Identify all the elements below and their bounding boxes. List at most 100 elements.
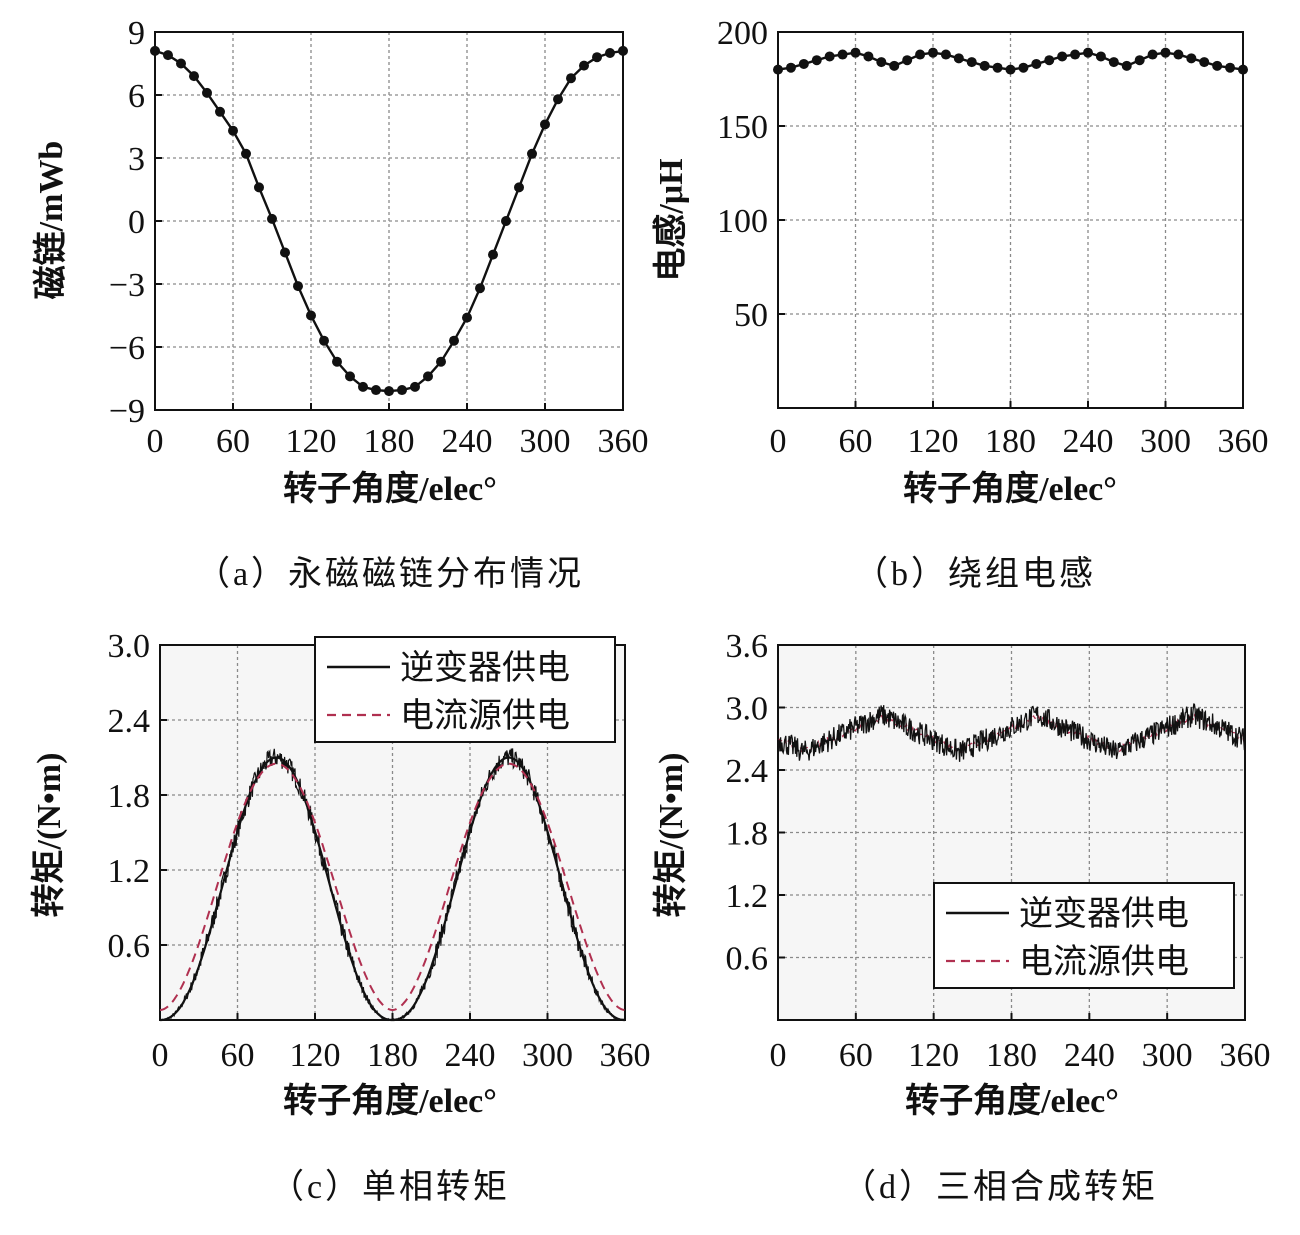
data-point [436,356,446,367]
y-tick-label: 100 [717,203,768,240]
data-point [254,182,264,193]
data-point [1121,60,1132,71]
data-point [1044,55,1055,66]
x-tick-label: 60 [839,423,873,460]
data-point [1147,49,1158,60]
data-point [785,62,796,73]
data-point [384,386,394,397]
x-tick-label: 360 [1218,423,1269,460]
data-point [540,119,550,130]
data-point [488,249,498,260]
data-point [1160,47,1171,58]
x-tick-label: 300 [1142,1037,1193,1074]
y-tick-label: 2.4 [726,753,769,790]
data-point [202,87,212,98]
x-tick-label: 300 [522,1037,573,1074]
data-point [1005,64,1016,75]
data-point [241,148,251,159]
y-tick-label: 3.6 [726,628,769,665]
data-point [150,45,160,56]
data-point [618,45,628,56]
x-tick-label: 300 [1140,423,1191,460]
data-point [876,57,887,68]
x-tick-label: 300 [520,423,571,460]
x-axis-label: 转子角度/elec° [905,1082,1119,1120]
x-tick-label: 360 [1220,1037,1271,1074]
y-tick-label: 3 [128,141,145,178]
data-point [280,247,290,258]
x-tick-label: 180 [367,1037,418,1074]
data-point [293,281,303,292]
data-point [811,55,822,66]
x-tick-label: 120 [290,1037,341,1074]
panel-caption: （a）永磁磁链分布情况 [196,555,584,593]
data-point [410,381,420,392]
data-point [423,371,433,382]
data-point [850,47,861,58]
y-tick-label: 3.0 [108,628,151,665]
data-point [1083,47,1093,58]
data-point [579,60,589,71]
y-tick-label: −9 [109,393,145,430]
y-tick-label: 1.2 [108,853,151,890]
y-axis-label: 转矩/(N•m) [652,753,690,918]
y-tick-label: 1.2 [726,878,769,915]
x-tick-label: 60 [216,423,250,460]
data-point [475,283,485,294]
data-point [1199,57,1210,68]
y-tick-label: 200 [717,15,768,52]
data-point [1212,60,1223,71]
data-point [553,94,563,105]
panel-c-single-phase-torque: 0 60 120 180 240 300 360 3.0 2.4 1.8 1.2 0.6 转子角度/el… [30,628,651,1206]
y-tick-label: 2.4 [108,703,151,740]
x-tick-label: 240 [445,1037,496,1074]
y-axis-label: 电感/μH [652,158,690,281]
data-point [592,52,602,63]
data-point [928,47,938,58]
legend-label-inverter: 逆变器供电 [400,649,570,687]
y-tick-label: −6 [109,330,145,367]
data-point [345,371,355,382]
x-tick-label: 60 [221,1037,255,1074]
data-point [773,64,783,75]
data-point [863,51,874,62]
x-tick-label: 0 [147,423,164,460]
data-point [902,55,913,66]
panel-caption: （c）单相转矩 [270,1168,510,1206]
data-point [1186,53,1197,64]
data-point [966,57,977,68]
data-point [332,356,342,367]
y-axis-label: 转矩/(N•m) [30,753,68,918]
data-point [501,216,511,226]
legend-label-current-source: 电流源供电 [400,697,570,735]
x-tick-label: 360 [600,1037,651,1074]
data-point [940,49,951,60]
data-point [306,310,316,321]
legend-box [933,882,1235,989]
x-tick-label: 120 [286,423,337,460]
x-tick-label: 240 [442,423,493,460]
y-tick-label: 1.8 [108,778,151,815]
data-point [1070,49,1081,60]
data-point [824,51,835,62]
data-point [319,335,329,346]
panel-a-flux-linkage: 0 60 120 180 240 300 360 9 6 3 0 −3 −6 −9 转子角度/elec° 磁链… [32,15,649,593]
y-tick-label: 150 [717,109,768,146]
y-tick-label: 1.8 [726,816,769,853]
series-inverter [160,756,625,1022]
x-tick-label: 60 [839,1037,873,1074]
data-point [1134,55,1145,66]
y-tick-label: −3 [109,267,145,304]
data-point [566,73,576,84]
data-point [798,58,809,69]
data-point [527,148,537,159]
y-tick-label: 0.6 [726,941,769,978]
x-tick-label: 0 [770,1037,787,1074]
data-point [915,49,926,60]
data-point [992,62,1003,73]
data-point [215,106,225,117]
x-tick-label: 180 [985,423,1036,460]
data-point [1095,51,1106,62]
x-tick-label: 120 [908,1037,959,1074]
x-tick-label: 0 [152,1037,169,1074]
